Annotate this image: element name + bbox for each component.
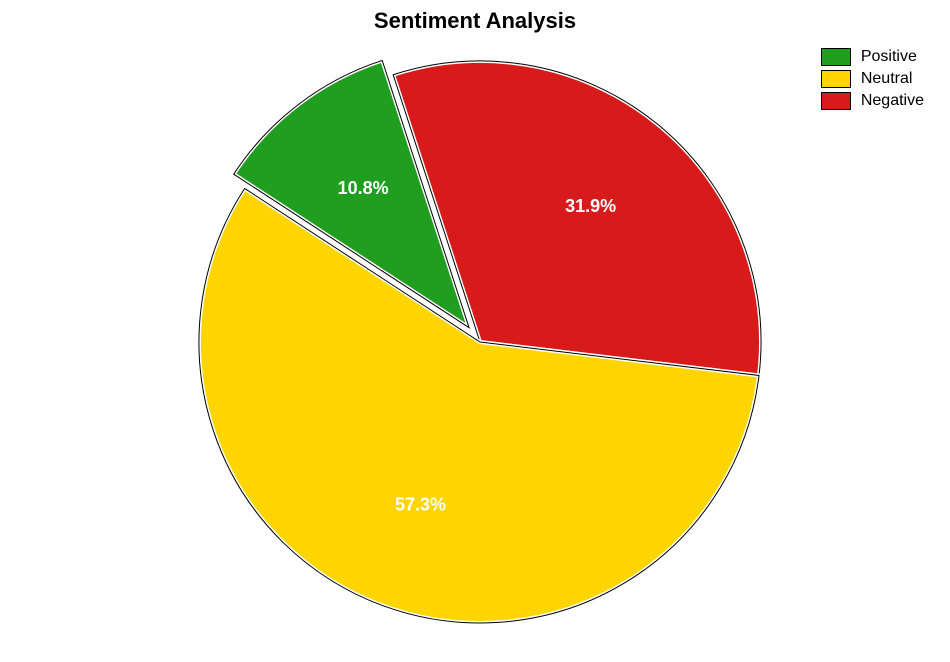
legend-item-positive: Positive — [821, 48, 924, 66]
legend-item-negative: Negative — [821, 92, 924, 110]
legend-swatch-negative — [821, 92, 851, 110]
legend-label-positive: Positive — [861, 48, 917, 66]
legend-label-negative: Negative — [861, 92, 924, 110]
sentiment-pie-chart: 31.9% 57.3% 10.8% — [0, 0, 950, 662]
legend: Positive Neutral Negative — [821, 48, 924, 114]
pie-slice-label-negative: 31.9% — [565, 196, 616, 216]
legend-swatch-neutral — [821, 70, 851, 88]
pie-slice-label-positive: 10.8% — [338, 178, 389, 198]
legend-swatch-positive — [821, 48, 851, 66]
legend-label-neutral: Neutral — [861, 70, 913, 88]
legend-item-neutral: Neutral — [821, 70, 924, 88]
pie-slice-label-neutral: 57.3% — [395, 494, 446, 514]
